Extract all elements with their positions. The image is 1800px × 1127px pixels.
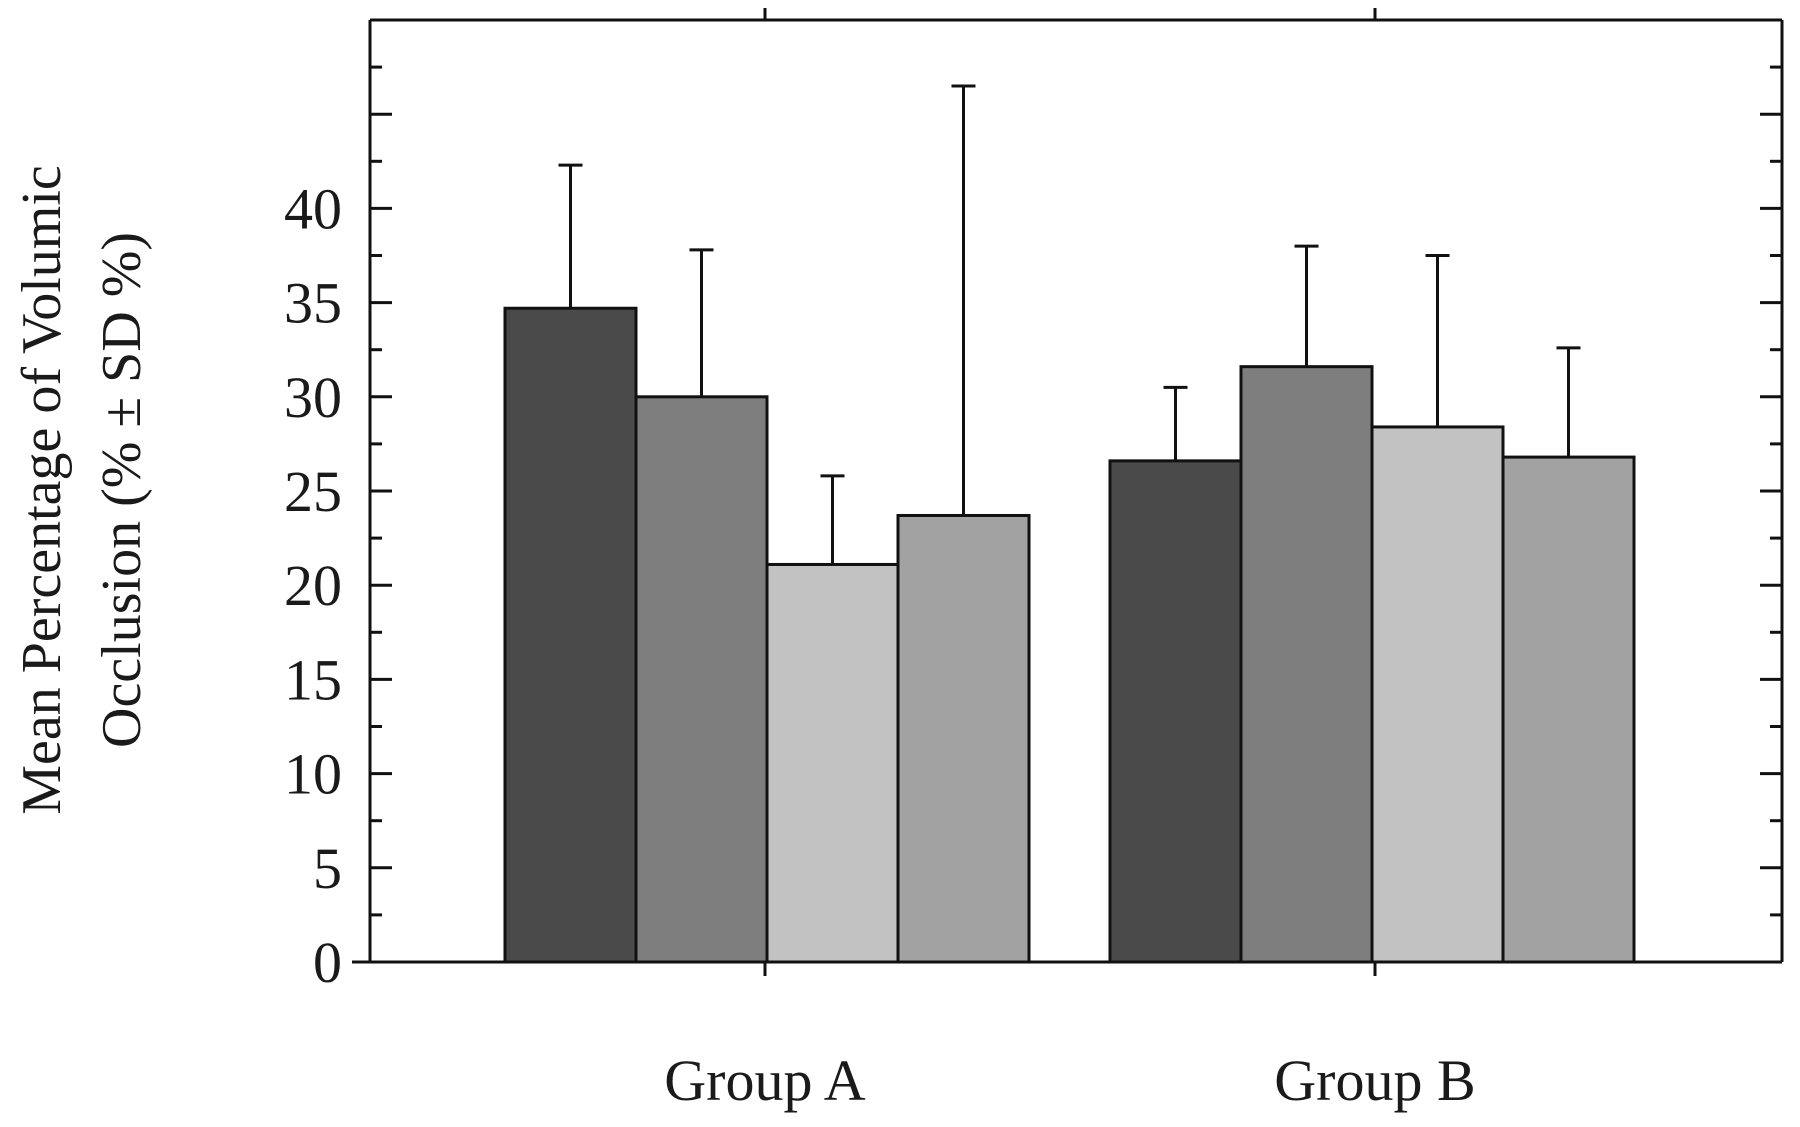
y-axis-ticks: 0 5 10 15 20 25 30 35 40 — [284, 18, 1782, 995]
bar-group-a-series-2 — [634, 395, 769, 964]
bar-group-a-series-4 — [896, 513, 1031, 964]
y-tick-label-15: 15 — [284, 647, 342, 712]
y-tick-label-40: 40 — [284, 176, 342, 241]
y-tick-label-30: 30 — [284, 365, 342, 430]
y-tick-label-35: 35 — [284, 271, 342, 336]
bar-group-b-series-3 — [1370, 425, 1505, 964]
bar-group-a-series-3 — [765, 562, 900, 964]
bar-group-a-series-1 — [503, 306, 638, 964]
bars-layer — [503, 306, 1636, 964]
y-tick-label-20: 20 — [284, 553, 342, 618]
y-axis-label-line-2: Occlusion (% ± SD %) — [91, 232, 153, 748]
bar-group-b-series-2 — [1239, 365, 1374, 964]
y-tick-label-25: 25 — [284, 459, 342, 524]
y-tick-label-0: 0 — [313, 930, 342, 995]
y-axis-label-line-1: Mean Percentage of Volumic — [11, 165, 73, 815]
bar-group-b-series-4 — [1501, 455, 1636, 964]
x-axis-labels: Group A Group B — [664, 1048, 1475, 1113]
bar-group-b-series-1 — [1108, 459, 1243, 964]
x-category-label-group-b: Group B — [1274, 1048, 1475, 1113]
x-category-label-group-a: Group A — [664, 1048, 866, 1113]
error-bars-layer — [558, 84, 1581, 565]
y-tick-label-5: 5 — [313, 836, 342, 901]
y-tick-label-10: 10 — [284, 742, 342, 807]
